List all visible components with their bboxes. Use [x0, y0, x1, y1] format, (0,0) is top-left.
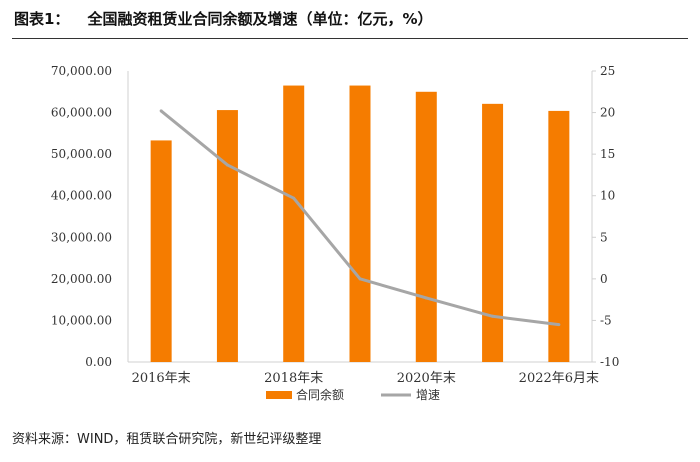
bar-6	[548, 110, 570, 362]
y-right-tick-label: -10	[600, 355, 619, 369]
growth-point-4	[424, 296, 428, 300]
growth-point-3	[358, 277, 362, 281]
y-left-tick-label: 50,000.00	[51, 147, 112, 161]
growth-point-5	[491, 314, 495, 318]
y-left-tick-label: 0.00	[85, 355, 112, 369]
y-left-tick-label: 60,000.00	[51, 106, 112, 120]
bar-5	[482, 103, 504, 362]
legend-bar-label: 合同余额	[296, 387, 344, 402]
y-right-tick-label: -5	[600, 313, 612, 327]
growth-point-6	[557, 323, 561, 327]
bar-3	[349, 85, 371, 363]
x-tick-label: 2018年末	[264, 371, 323, 386]
y-left-tick-label: 70,000.00	[51, 64, 112, 78]
bar-1	[216, 110, 238, 362]
legend-line-label: 增速	[416, 388, 440, 402]
title-divider	[12, 38, 688, 39]
y-right-tick-label: 20	[600, 106, 615, 120]
figure-label: 图表1：	[14, 10, 70, 28]
bar-0	[150, 140, 172, 362]
growth-point-0	[159, 109, 163, 113]
y-left-tick-label: 30,000.00	[51, 230, 112, 244]
x-tick-label: 2016年末	[132, 371, 191, 386]
y-left-tick-label: 40,000.00	[51, 189, 112, 203]
x-tick-label: 2020年末	[397, 371, 456, 386]
y-right-tick-label: 25	[600, 64, 615, 78]
bar-4	[415, 91, 437, 363]
y-left-tick-label: 20,000.00	[51, 272, 112, 286]
y-right-tick-label: 15	[600, 147, 615, 161]
legend-bar-swatch	[266, 391, 292, 399]
figure-title: 全国融资租赁业合同余额及增速（单位：亿元，%）	[87, 10, 433, 28]
source-note: 资料来源：WIND，租赁联合研究院，新世纪评级整理	[12, 432, 322, 447]
y-right-tick-label: 5	[600, 230, 608, 244]
chart-title: 图表1： 全国融资租赁业合同余额及增速（单位：亿元，%）	[14, 8, 432, 29]
y-right-tick-label: 0	[600, 272, 608, 286]
growth-point-1	[225, 163, 229, 167]
x-tick-label: 2022年6月末	[519, 371, 599, 386]
y-left-tick-label: 10,000.00	[51, 313, 112, 327]
bar-2	[283, 85, 305, 363]
growth-point-2	[292, 196, 296, 200]
y-right-tick-label: 10	[600, 189, 615, 203]
